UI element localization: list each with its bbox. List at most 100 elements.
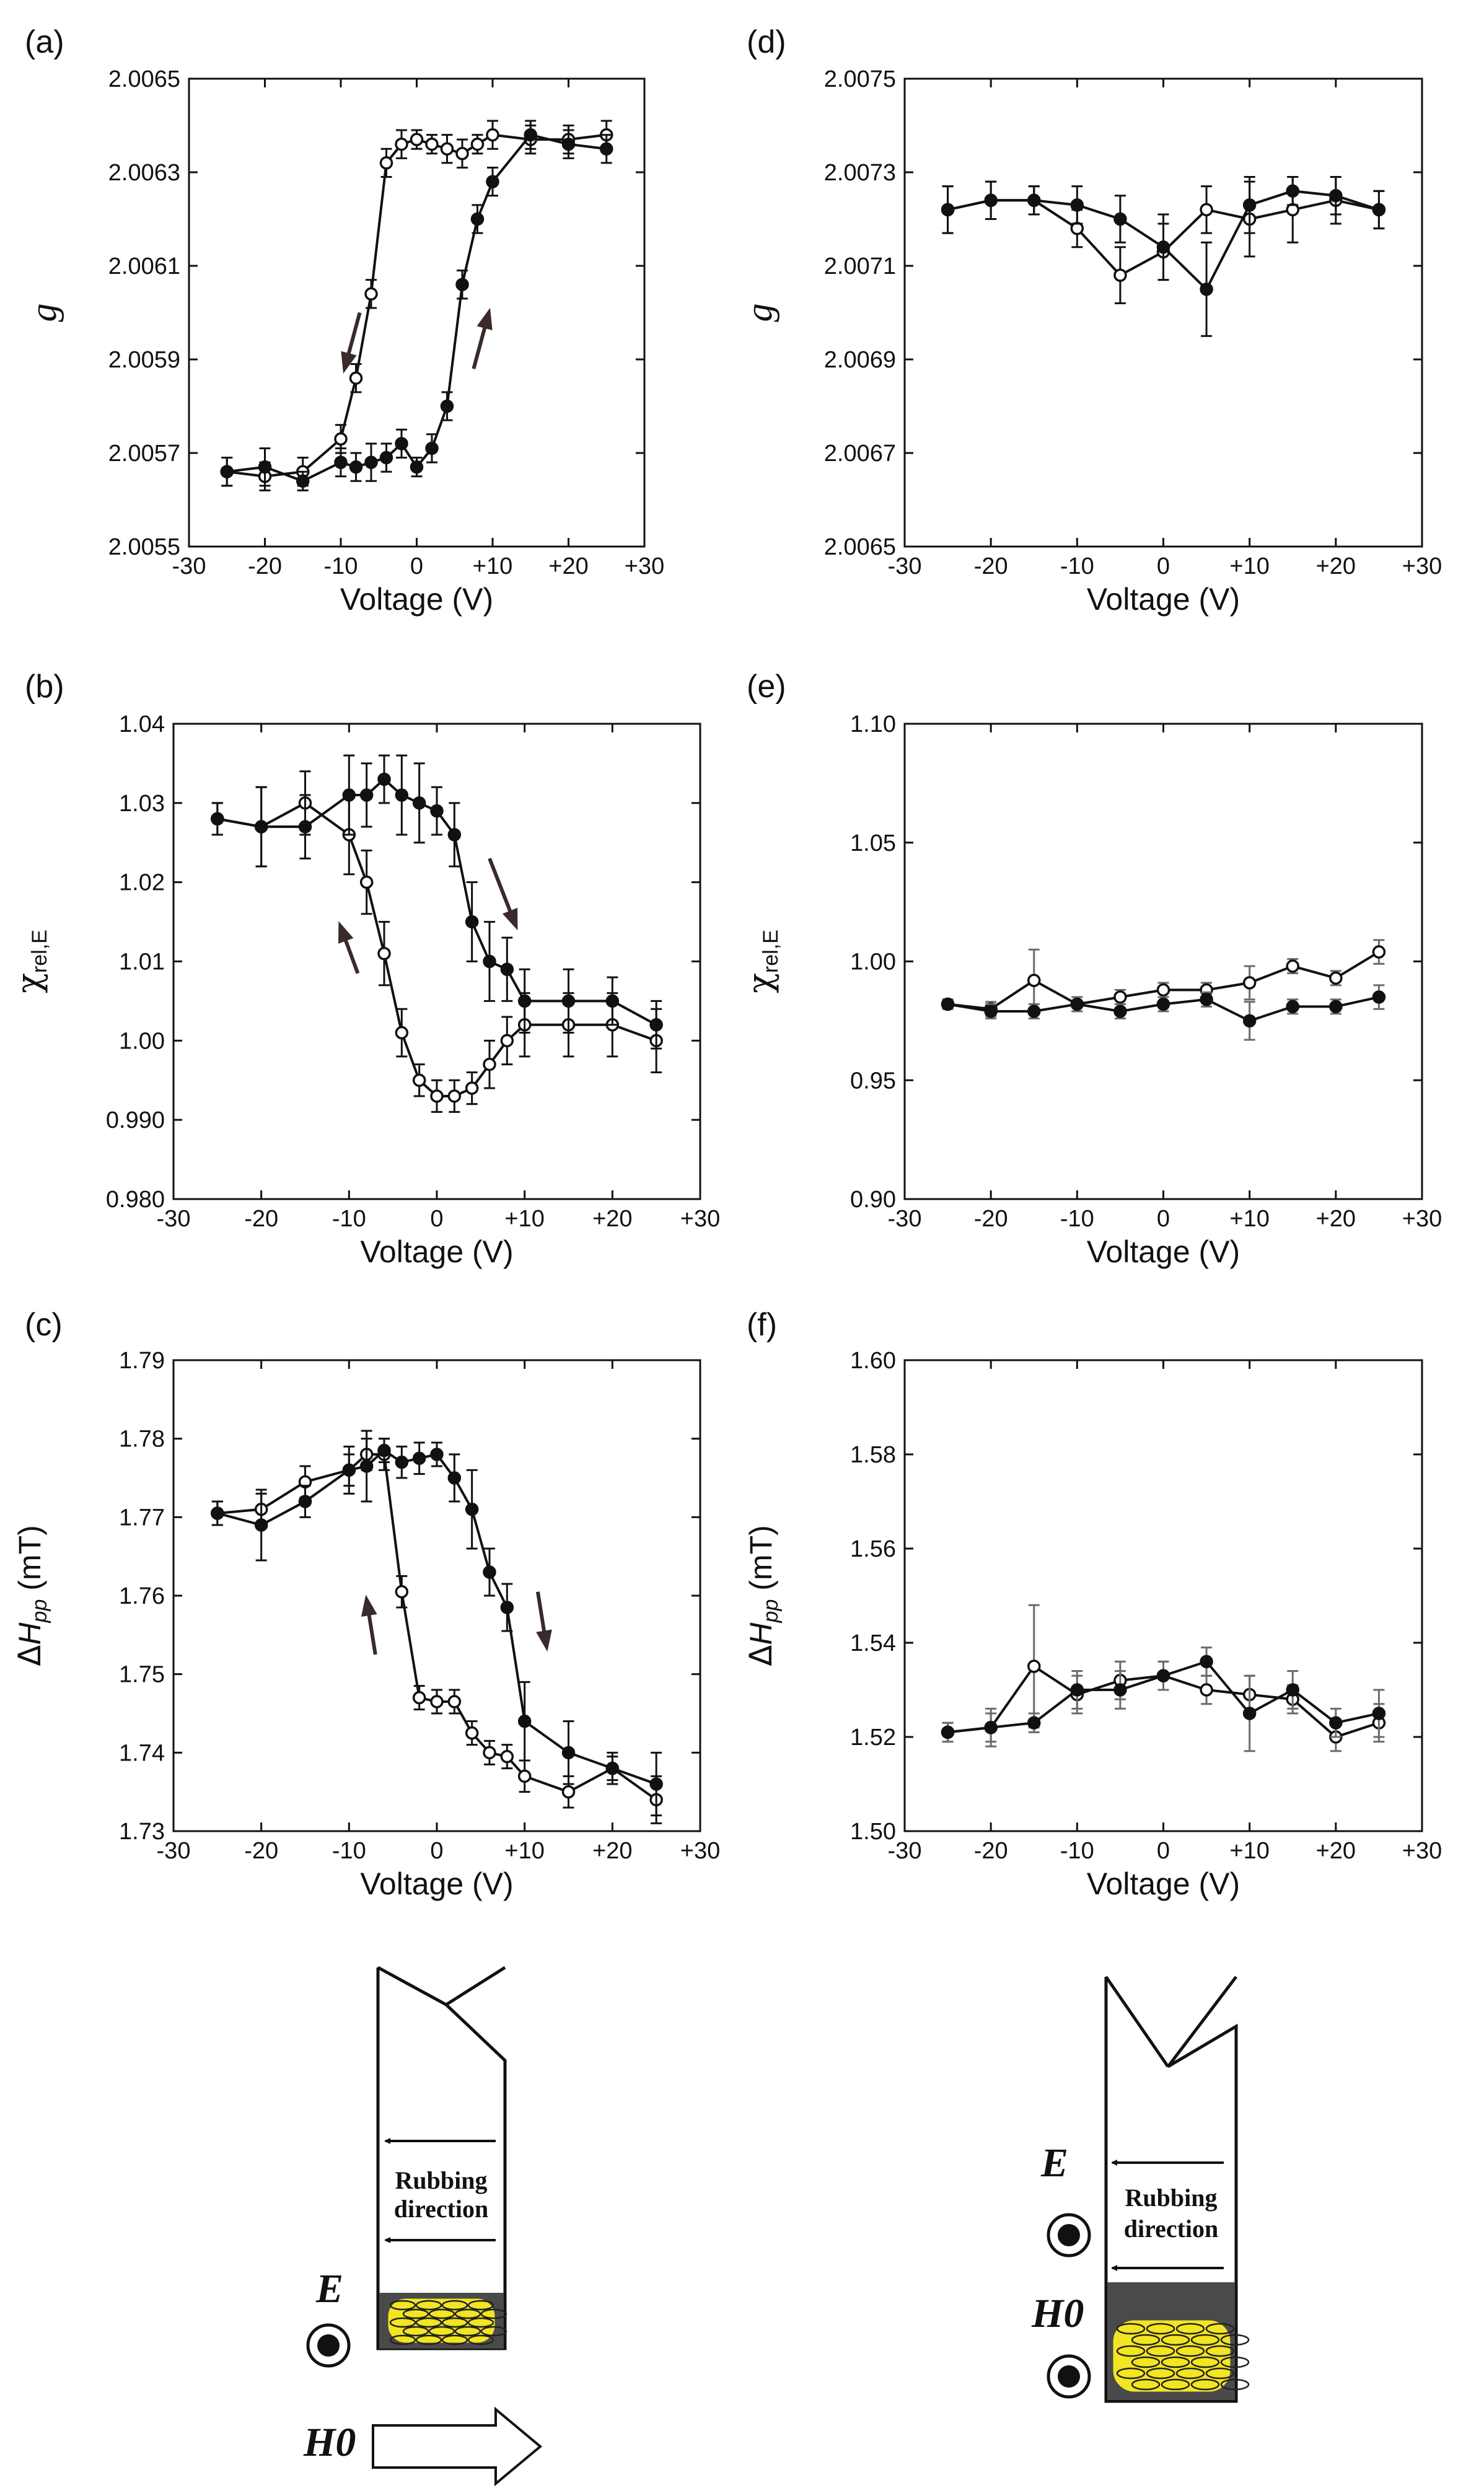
x-tick-label: -10 <box>1060 1206 1094 1232</box>
y-tick-label: 0.980 <box>106 1187 165 1213</box>
y-axis-label: ΔHpp (mT) <box>743 1525 783 1666</box>
data-point <box>1242 976 1257 990</box>
lc-molecule <box>454 2308 481 2319</box>
data-point <box>220 465 234 478</box>
data-point <box>430 1448 444 1461</box>
data-point <box>470 212 485 226</box>
data-point <box>455 147 469 160</box>
lc-molecule <box>1146 2367 1175 2380</box>
data-point <box>377 946 391 960</box>
y-tick-label: 1.03 <box>119 791 165 817</box>
x-tick-label: -30 <box>157 1838 191 1864</box>
lc-molecule <box>402 2308 429 2319</box>
x-axis-label: Voltage (V) <box>1087 1866 1240 1901</box>
rubbing-label-2-right: direction <box>1124 2215 1219 2243</box>
data-point <box>430 1695 444 1708</box>
data-point <box>1113 212 1127 226</box>
y-tick-label: 2.0059 <box>108 347 180 373</box>
x-axis-label: Voltage (V) <box>360 1866 513 1901</box>
lc-molecule <box>1205 2367 1235 2380</box>
lc-molecule <box>467 2317 494 2328</box>
sweep-direction-arrowhead <box>502 908 518 931</box>
lc-molecule <box>389 2300 416 2311</box>
data-point <box>483 1565 496 1579</box>
lc-molecule <box>1161 2334 1190 2346</box>
data-point <box>349 371 363 385</box>
panel-label: (b) <box>25 669 64 705</box>
lc-molecule <box>480 2308 507 2319</box>
x-tick-label: 0 <box>1157 1838 1170 1864</box>
y-tick-label: 1.05 <box>850 830 896 856</box>
series-line <box>227 133 607 483</box>
sweep-direction-arrowhead <box>341 351 357 374</box>
data-point <box>430 804 444 818</box>
rubbing-label-2-left: direction <box>394 2195 489 2223</box>
data-point <box>410 460 424 474</box>
lc-molecule <box>1190 2356 1220 2368</box>
x-tick-label: -30 <box>888 1838 922 1864</box>
data-point <box>500 1749 514 1764</box>
data-point <box>941 1725 955 1739</box>
data-point <box>1027 1716 1041 1730</box>
rubbing-label-1-right: Rubbing <box>1125 2184 1218 2212</box>
x-tick-label: +10 <box>1229 1206 1269 1232</box>
chart-a: (a) -30 -20 -10 0 +10 +20 +30 2.0055 2.0057 2.0059… <box>23 24 664 617</box>
plot-frame <box>903 1359 1423 1832</box>
x-tick-label: -10 <box>332 1206 366 1232</box>
lc-molecule <box>1205 2345 1235 2357</box>
x-axis-label: Voltage (V) <box>1087 582 1240 617</box>
data-point <box>984 1721 998 1734</box>
data-point <box>1027 974 1041 987</box>
chart-d: (d) -30 -20 -10 0 +10 +20 +30 2.0065 2.0067 2.0069… <box>739 24 1442 617</box>
series-line <box>217 1453 657 1801</box>
data-point <box>1070 198 1084 212</box>
data-point <box>1372 1707 1386 1720</box>
data-point <box>359 788 374 802</box>
data-point <box>1372 203 1386 217</box>
data-point <box>1286 959 1299 973</box>
data-point <box>1242 198 1257 212</box>
data-point <box>395 788 409 802</box>
x-tick-label: -20 <box>244 1838 278 1864</box>
data-point <box>377 1443 391 1457</box>
data-point <box>395 437 408 451</box>
data-point <box>600 142 613 156</box>
data-point <box>1200 203 1213 217</box>
lc-molecule <box>1161 2378 1190 2391</box>
y-tick-label: 1.74 <box>119 1740 165 1766</box>
x-tick-label: +10 <box>473 553 512 579</box>
y-tick-label: 1.56 <box>850 1536 896 1562</box>
data-point <box>486 175 499 188</box>
data-point <box>517 1769 532 1783</box>
x-tick-label: -20 <box>974 553 1008 579</box>
data-point <box>395 1585 409 1599</box>
plot-frame <box>903 723 1423 1200</box>
y-tick-label: 1.78 <box>119 1426 165 1453</box>
lc-molecule <box>441 2300 468 2311</box>
lc-molecule <box>1131 2334 1161 2346</box>
y-axis-label: χrel,E <box>740 930 783 993</box>
data-point <box>298 820 312 833</box>
y-tick-label: 1.76 <box>119 1583 165 1609</box>
data-point <box>517 994 532 1008</box>
panel-label: (f) <box>747 1307 777 1343</box>
y-tick-label: 2.0061 <box>108 253 180 279</box>
cell-outline-left <box>376 1966 507 2350</box>
data-point <box>605 1761 620 1775</box>
lc-molecule <box>428 2308 455 2319</box>
h-field-out-of-plane-icon-right <box>1047 2354 1091 2399</box>
data-point <box>1070 997 1084 1011</box>
data-point <box>561 994 576 1008</box>
data-point <box>1200 1683 1213 1697</box>
chart-f: (f) -30 -20 -10 0 +10 +20 +30 1.50 1.52 1.54 1.56 1.… <box>743 1307 1442 1901</box>
h-field-label-left: H0 <box>303 2420 356 2465</box>
lc-molecule <box>1131 2378 1161 2391</box>
data-point <box>486 128 499 142</box>
data-point <box>412 1451 426 1466</box>
out-of-plane-icon-right-upper <box>1047 2213 1091 2257</box>
x-tick-label: -30 <box>157 1206 191 1232</box>
chart-b: (b) -30 -20 -10 0 +10 +20 +30 0.980 0.990 1.00 1.01… <box>9 669 720 1269</box>
lc-molecule <box>389 2317 416 2328</box>
data-point <box>561 1785 576 1799</box>
